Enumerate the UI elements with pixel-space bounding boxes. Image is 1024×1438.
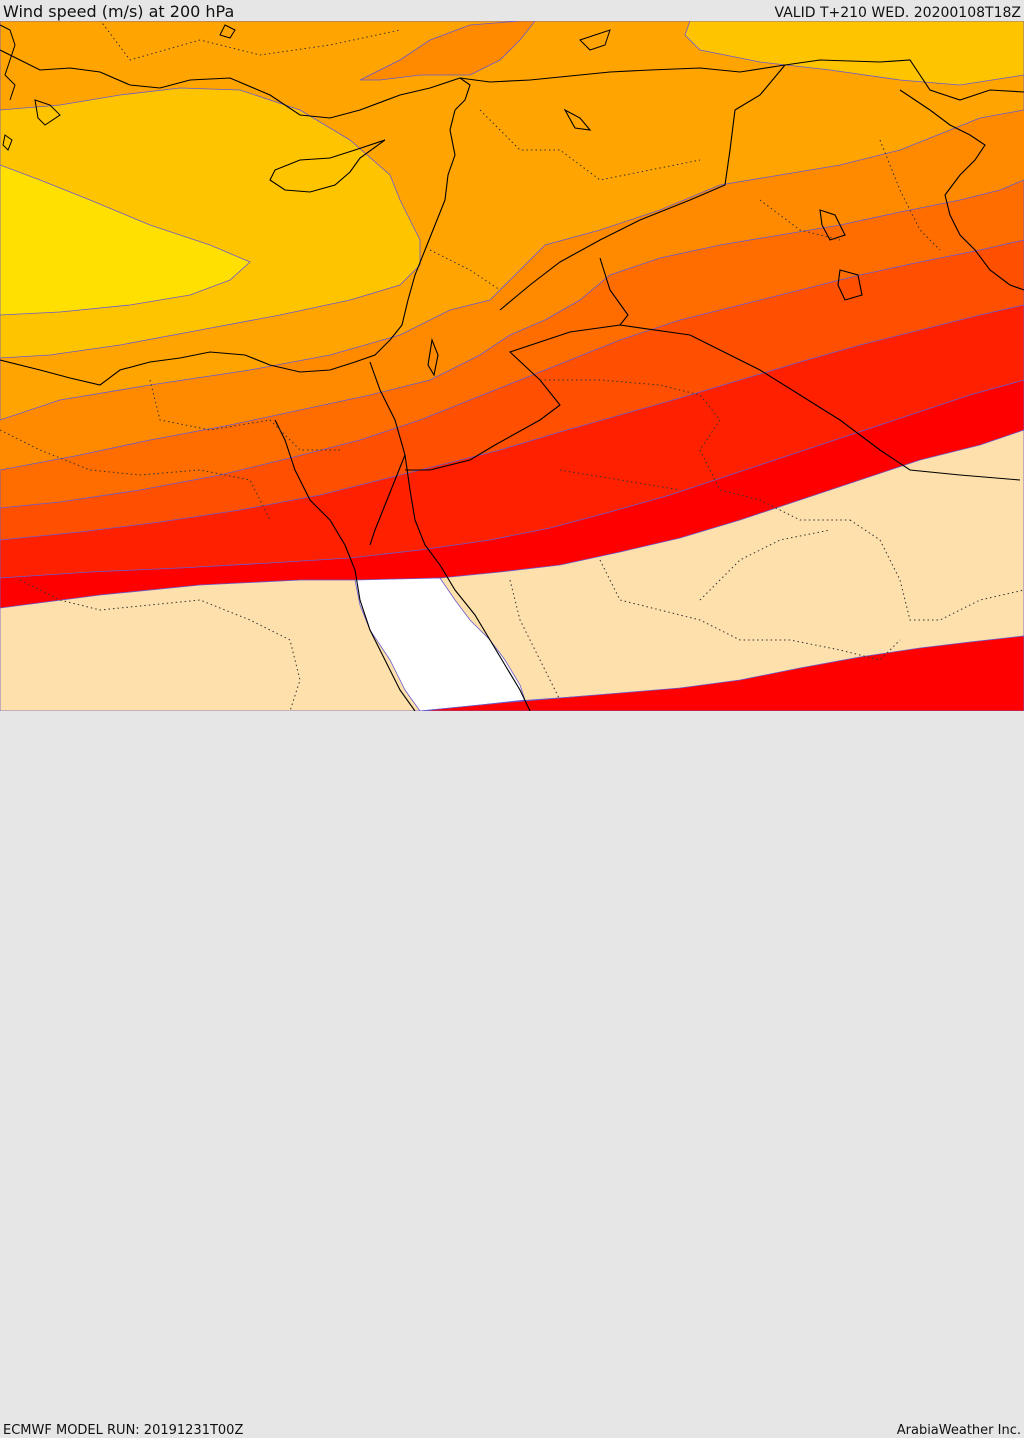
model-run-label: ECMWF MODEL RUN: 20191231T00Z — [3, 1423, 244, 1438]
admin-boundaries — [0, 21, 1024, 711]
wind-band-red-south — [419, 635, 1024, 711]
footer-bar: ECMWF MODEL RUN: 20191231T00Z ArabiaWeat… — [0, 711, 1024, 1438]
islands — [0, 24, 611, 151]
credit-label: ArabiaWeather Inc. — [896, 1423, 1021, 1438]
map-title: Wind speed (m/s) at 200 hPa — [3, 2, 235, 21]
wind-band-yellow-orange-ne — [684, 21, 1024, 86]
valid-time-label: VALID T+210 WED. 20200108T18Z — [774, 5, 1021, 21]
wind-band-orange-dark-top — [359, 21, 536, 81]
wind-speed-map — [0, 21, 1024, 711]
wind-band-yellow — [0, 164, 251, 316]
header-bar: Wind speed (m/s) at 200 hPa VALID T+210 … — [0, 0, 1024, 21]
